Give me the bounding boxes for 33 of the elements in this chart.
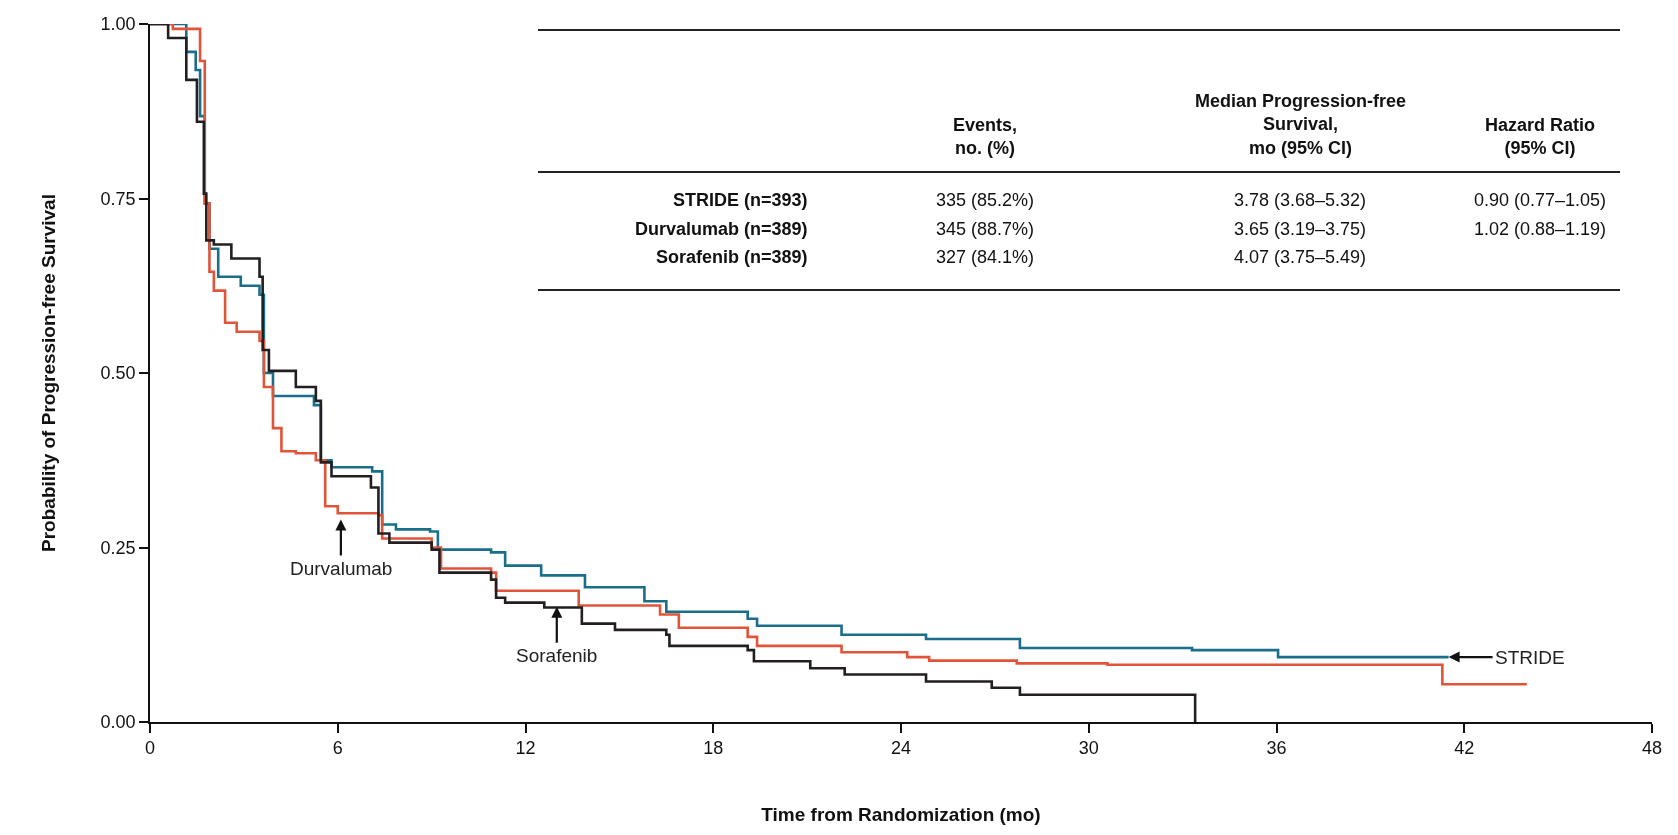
y-axis-title: Probability of Progression-free Survival bbox=[37, 194, 59, 552]
annotation: 4.07 (3.75–5.49) bbox=[1234, 247, 1367, 267]
annotation: Sorafenib (n=389) bbox=[656, 247, 808, 267]
annotation: Durvalumab (n=389) bbox=[635, 219, 808, 239]
annotation: 345 (88.7%) bbox=[936, 219, 1035, 239]
annotation: 327 (84.1%) bbox=[936, 247, 1035, 267]
annotation: Median Progression-free Survival, mo (95% CI) bbox=[1195, 91, 1407, 158]
annotation: 3.65 (3.19–3.75) bbox=[1234, 219, 1367, 239]
y-tick-label: 1.00 bbox=[100, 14, 136, 35]
annotation: Durvalumab bbox=[290, 558, 393, 579]
annotation: 0.90 (0.77–1.05) bbox=[1474, 190, 1607, 210]
x-tick-label: 24 bbox=[890, 738, 912, 759]
x-tick-label: 30 bbox=[1078, 738, 1099, 759]
annotation: 3.78 (3.68–5.32) bbox=[1234, 190, 1367, 210]
y-tick-label: 0.50 bbox=[100, 363, 136, 384]
y-tick-label: 0.75 bbox=[100, 188, 136, 209]
x-tick-label: 42 bbox=[1454, 738, 1475, 759]
x-axis-title: Time from Randomization (mo) bbox=[761, 803, 1041, 825]
x-tick-label: 36 bbox=[1266, 738, 1287, 759]
y-tick-label: 0.25 bbox=[100, 537, 136, 558]
annotation: Sorafenib bbox=[516, 645, 598, 666]
y-tick-label: 0.00 bbox=[100, 712, 136, 733]
x-tick-label: 0 bbox=[144, 738, 156, 759]
annotation: STRIDE (n=393) bbox=[673, 190, 808, 210]
annotation: 335 (85.2%) bbox=[936, 190, 1035, 210]
x-tick-label: 48 bbox=[1641, 738, 1663, 759]
annotation: Hazard Ratio (95% CI) bbox=[1485, 115, 1596, 159]
x-tick-label: 18 bbox=[703, 738, 724, 759]
x-tick-label: 6 bbox=[332, 738, 343, 759]
annotation: Events, no. (%) bbox=[953, 115, 1018, 159]
annotation: 1.02 (0.88–1.19) bbox=[1474, 219, 1607, 239]
annotation: STRIDE bbox=[1495, 647, 1565, 668]
x-tick-label: 12 bbox=[515, 738, 536, 759]
